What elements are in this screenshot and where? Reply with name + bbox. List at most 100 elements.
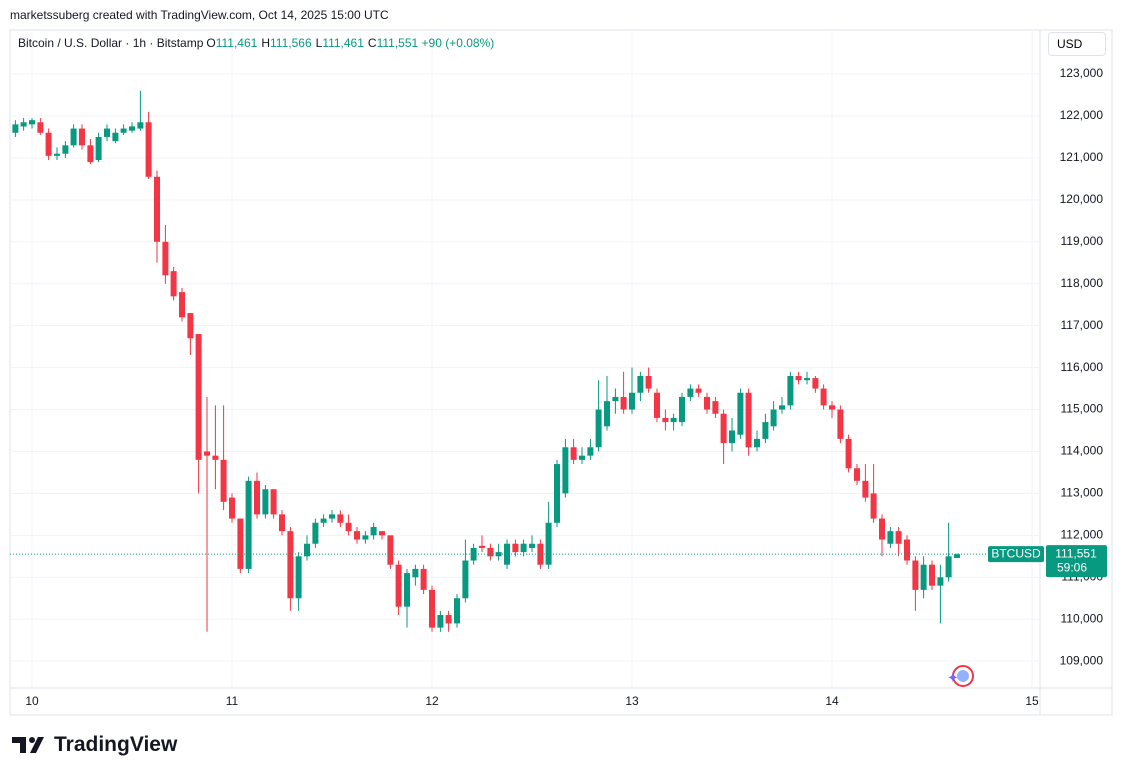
- candle-body: [87, 145, 94, 163]
- candle-body: [312, 522, 319, 544]
- candle-body: [104, 128, 110, 137]
- candle-body: [629, 392, 635, 410]
- candle-body: [145, 122, 152, 177]
- candle-body: [929, 564, 935, 586]
- candle-body: [554, 464, 560, 523]
- candle-body: [612, 396, 619, 402]
- flag-icon: ✦: [947, 665, 974, 687]
- candle-body: [412, 568, 419, 578]
- candle-body: [704, 396, 710, 410]
- ohlc-key: O: [206, 36, 216, 50]
- candle-body: [245, 480, 252, 569]
- candle-body: [279, 514, 285, 532]
- candle-body: [229, 497, 235, 519]
- symbol: Bitcoin / U.S. Dollar · 1h · Bitstamp: [18, 36, 204, 50]
- x-tick-label: 10: [25, 694, 39, 708]
- candle-body: [670, 417, 677, 423]
- grid: [10, 30, 1040, 688]
- candle-body: [37, 122, 44, 133]
- candle-body: [770, 409, 777, 427]
- candle-body: [29, 120, 35, 125]
- change: +90 (+0.08%): [421, 36, 495, 50]
- candle-body: [820, 388, 827, 406]
- candle-body: [679, 396, 685, 423]
- candle-body: [712, 401, 719, 414]
- candle-body: [595, 409, 602, 448]
- y-tick-label: 120,000: [1060, 192, 1104, 206]
- candle-body: [270, 489, 277, 515]
- brand-name: TradingView: [54, 733, 178, 756]
- candle-body: [254, 480, 260, 515]
- candle-body: [262, 489, 269, 515]
- candle-body: [404, 573, 410, 607]
- ohlc-key: L: [315, 36, 323, 50]
- svg-text:✦: ✦: [947, 670, 959, 686]
- ohlc-value: 111,461: [215, 36, 258, 50]
- candle-body: [120, 128, 127, 133]
- candle-body: [904, 539, 910, 561]
- ohlc-value: 111,461: [322, 36, 364, 50]
- brand: TradingView: [12, 733, 177, 757]
- candle-body: [920, 564, 927, 590]
- candle-body: [912, 560, 919, 590]
- candle-body: [604, 401, 610, 427]
- candle-body: [137, 122, 144, 129]
- candle-body: [154, 176, 160, 242]
- candle-body: [687, 388, 694, 397]
- candle-body: [804, 378, 810, 381]
- candle-body: [829, 405, 835, 410]
- candle-body: [170, 271, 177, 297]
- candle-body: [937, 577, 944, 586]
- candle-body: [62, 145, 69, 154]
- candle-body: [345, 522, 352, 532]
- candle-body: [737, 392, 744, 435]
- y-tick-label: 109,000: [1060, 653, 1104, 667]
- candle-body: [95, 136, 102, 161]
- candle-body: [579, 455, 585, 460]
- candle-body: [537, 543, 544, 565]
- candle-body: [129, 126, 135, 131]
- candle-body: [654, 392, 660, 418]
- x-tick-label: 12: [425, 694, 439, 708]
- y-tick-label: 117,000: [1061, 318, 1104, 332]
- candle-body: [495, 552, 502, 557]
- candle-body: [787, 375, 794, 406]
- candle-body: [112, 132, 119, 142]
- candle-body: [504, 543, 510, 565]
- candle-body: [487, 547, 494, 557]
- y-tick-label: 118,000: [1061, 276, 1104, 290]
- candle-body: [420, 568, 427, 590]
- candle-body: [870, 493, 877, 519]
- candle-body: [287, 531, 294, 599]
- candle-body: [762, 422, 769, 439]
- ohlc-key: H: [261, 36, 271, 50]
- candle-body: [370, 526, 377, 536]
- candle-body: [779, 405, 785, 410]
- candle-body: [437, 615, 444, 628]
- currency-button[interactable]: USD: [1048, 32, 1106, 56]
- candle-body: [545, 522, 552, 565]
- y-tick-label: 113,000: [1061, 486, 1104, 500]
- candle-body: [320, 518, 327, 523]
- candle-body: [429, 589, 435, 628]
- watermark: marketssuberg created with TradingView.c…: [10, 8, 389, 22]
- price-tag-bg: [1046, 545, 1107, 578]
- candle-body: [70, 128, 77, 146]
- candle-body: [387, 535, 394, 565]
- candle-body: [745, 392, 752, 448]
- candle-body: [204, 451, 210, 456]
- candle-body: [362, 535, 369, 540]
- x-tick-label: 11: [226, 694, 239, 708]
- candle-body: [512, 543, 519, 553]
- ohlc-value: 111,551: [376, 36, 419, 50]
- price-tag: 111,551: [1055, 546, 1097, 560]
- candle-body: [470, 547, 477, 561]
- candle-body: [695, 388, 702, 393]
- candle-body: [837, 409, 844, 439]
- candle-body: [570, 447, 577, 460]
- candle-body: [395, 564, 402, 607]
- y-tick-label: 115,000: [1061, 402, 1104, 416]
- y-tick-label: 119,000: [1061, 234, 1104, 248]
- brand-logo: [12, 737, 44, 753]
